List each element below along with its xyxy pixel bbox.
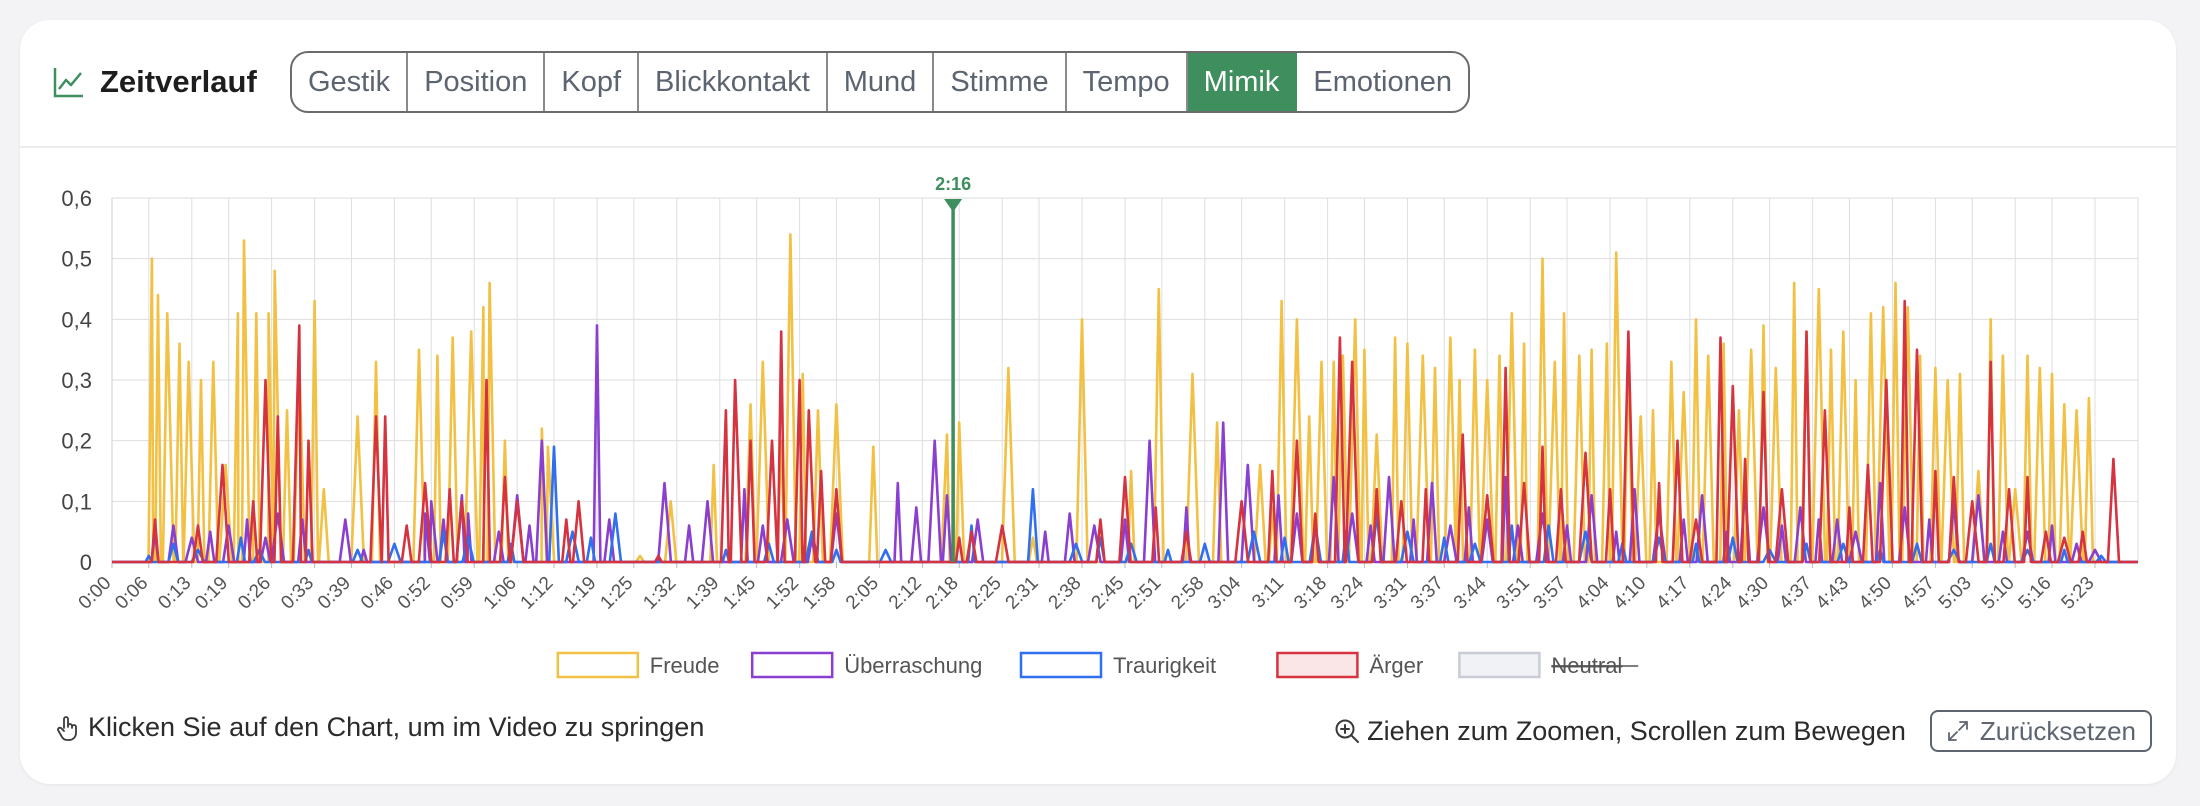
timeline-chart[interactable]: 0:000:06 0:130:19 0:26 0:330:39 0:460:52 0:59… bbox=[20, 20, 2176, 680]
x-tick-label: 3:44 bbox=[1450, 572, 1491, 613]
series-line-traurigkeit bbox=[112, 445, 2138, 564]
x-tick-label: 1:32 bbox=[639, 573, 680, 614]
y-tick-label: 0,3 bbox=[61, 368, 92, 393]
x-tick-label: 4:30 bbox=[1732, 573, 1773, 614]
series-line-aerger bbox=[112, 299, 2138, 564]
y-tick-label: 0,5 bbox=[61, 247, 92, 272]
legend-swatch-freude[interactable] bbox=[556, 651, 640, 679]
x-tick-label: 2:58 bbox=[1167, 573, 1208, 614]
tab-emotionen[interactable]: Emotionen bbox=[1313, 66, 1453, 98]
y-tick-label: 0,4 bbox=[61, 307, 92, 332]
x-tick-label: 0:26 bbox=[234, 573, 275, 614]
tab-mund[interactable]: Mund bbox=[828, 53, 935, 111]
x-tick-label: 2:31 bbox=[1002, 573, 1043, 614]
title-wrap: Zeitverlauf bbox=[52, 62, 257, 102]
y-tick-label: 0,1 bbox=[61, 489, 92, 514]
timeline-card: Zeitverlauf Gestik Position Kopf Blickkonta… bbox=[20, 20, 2176, 784]
reset-zoom-label: Zurücksetzen bbox=[1979, 715, 2136, 746]
x-tick-label: 4:50 bbox=[1855, 573, 1896, 614]
x-tick-label: 0:33 bbox=[277, 573, 318, 614]
x-tick-label: 0:00 bbox=[75, 573, 116, 614]
tab-position[interactable]: Position bbox=[408, 53, 546, 111]
x-tick-label: 1:45 bbox=[719, 573, 760, 614]
category-tabs: Gestik Position Kopf Blickkontakt Mund Stimme… bbox=[290, 51, 1471, 113]
tab-stimme[interactable]: Stimme bbox=[934, 53, 1067, 111]
legend-label-aerger[interactable]: Ärger bbox=[1369, 653, 1423, 678]
x-tick-label: 3:51 bbox=[1493, 573, 1534, 614]
reset-zoom-button[interactable]: Zurücksetzen bbox=[1929, 710, 2152, 752]
zoom-hint: Ziehen zum Zoomen, Scrollen zum Bewegen bbox=[1333, 716, 1906, 747]
x-tick-label: 2:12 bbox=[885, 573, 926, 614]
x-tick-label: 5:10 bbox=[1978, 573, 2019, 614]
x-tick-label: 0:13 bbox=[154, 573, 195, 614]
legend-swatch-aerger[interactable] bbox=[1276, 651, 1359, 679]
x-tick-label: 3:04 bbox=[1204, 572, 1245, 613]
x-tick-label: 5:16 bbox=[2015, 573, 2056, 614]
x-tick-label: 3:57 bbox=[1530, 573, 1571, 614]
tab-kopf[interactable]: Kopf bbox=[545, 53, 640, 111]
x-tick-label: 5:03 bbox=[1935, 573, 1976, 614]
x-tick-label: 0:06 bbox=[111, 573, 152, 614]
click-hint: Klicken Sie auf den Chart, um im Video z… bbox=[54, 712, 704, 743]
x-tick-label: 3:18 bbox=[1290, 573, 1331, 614]
y-tick-label: 0 bbox=[80, 550, 92, 575]
x-tick-label: 4:43 bbox=[1812, 573, 1853, 614]
x-tick-label: 1:19 bbox=[560, 573, 601, 614]
x-tick-label: 3:31 bbox=[1370, 573, 1411, 614]
x-tick-label: 2:38 bbox=[1045, 573, 1086, 614]
playhead-marker[interactable] bbox=[944, 199, 963, 212]
x-tick-label: 2:45 bbox=[1088, 573, 1129, 614]
x-tick-label: 0:39 bbox=[314, 573, 355, 614]
card-header: Zeitverlauf Gestik Position Kopf Blickkonta… bbox=[20, 20, 2176, 148]
legend-label-traurigkeit[interactable]: Traurigkeit bbox=[1113, 653, 1216, 678]
tab-tempo[interactable]: Tempo bbox=[1067, 53, 1188, 111]
zoom-hint-text: Ziehen zum Zoomen, Scrollen zum Bewegen bbox=[1367, 715, 1906, 746]
legend-label-ueberraschung[interactable]: Überraschung bbox=[844, 653, 982, 678]
click-hint-text: Klicken Sie auf den Chart, um im Video z… bbox=[88, 712, 705, 742]
x-tick-label: 3:24 bbox=[1327, 572, 1368, 613]
legend-swatch-neutral[interactable] bbox=[1458, 651, 1541, 679]
x-tick-label: 0:19 bbox=[191, 573, 232, 614]
x-tick-label: 0:59 bbox=[437, 573, 478, 614]
legend-swatch-ueberraschung[interactable] bbox=[750, 651, 834, 679]
legend-swatch-traurigkeit[interactable] bbox=[1019, 651, 1103, 679]
x-tick-label: 0:46 bbox=[357, 573, 398, 614]
tab-gestik[interactable]: Gestik bbox=[292, 53, 409, 111]
playhead-label: 2:16 bbox=[935, 174, 971, 194]
x-tick-label: 4:37 bbox=[1775, 573, 1816, 614]
pointer-hand-icon bbox=[57, 715, 77, 741]
tab-blickkontakt[interactable]: Blickkontakt bbox=[639, 53, 828, 111]
x-tick-label: 4:57 bbox=[1898, 573, 1939, 614]
x-tick-label: 3:37 bbox=[1407, 573, 1448, 614]
x-tick-label: 1:39 bbox=[682, 573, 723, 614]
zoom-controls: Ziehen zum Zoomen, Scrollen zum Bewegen … bbox=[1333, 710, 2152, 752]
x-tick-label: 4:17 bbox=[1652, 573, 1693, 614]
x-tick-label: 2:25 bbox=[965, 573, 1006, 614]
x-tick-label: 4:10 bbox=[1609, 573, 1650, 614]
expand-icon bbox=[1948, 721, 1968, 741]
x-tick-label: 1:06 bbox=[480, 573, 521, 614]
x-tick-label: 2:18 bbox=[922, 573, 963, 614]
line-chart-icon bbox=[53, 68, 83, 98]
x-tick-label: 2:05 bbox=[842, 573, 883, 614]
x-tick-label: 0:52 bbox=[394, 573, 435, 614]
x-tick-label: 1:25 bbox=[596, 573, 637, 614]
zoom-in-icon bbox=[1335, 719, 1360, 743]
x-tick-label: 4:24 bbox=[1695, 572, 1736, 613]
legend-label-freude[interactable]: Freude bbox=[650, 653, 720, 678]
x-tick-label: 3:11 bbox=[1248, 573, 1288, 613]
x-tick-label: 2:51 bbox=[1124, 573, 1165, 614]
tab-mimik[interactable]: Mimik bbox=[1187, 53, 1298, 111]
y-tick-label: 0,6 bbox=[61, 186, 92, 211]
x-tick-label: 4:04 bbox=[1573, 572, 1614, 613]
x-tick-label: 1:52 bbox=[762, 573, 803, 614]
x-tick-label: 1:12 bbox=[517, 573, 558, 614]
x-tick-label: 5:23 bbox=[2058, 573, 2099, 614]
card-title: Zeitverlauf bbox=[100, 64, 257, 99]
y-tick-label: 0,2 bbox=[61, 429, 92, 454]
x-tick-label: 1:58 bbox=[799, 573, 840, 614]
